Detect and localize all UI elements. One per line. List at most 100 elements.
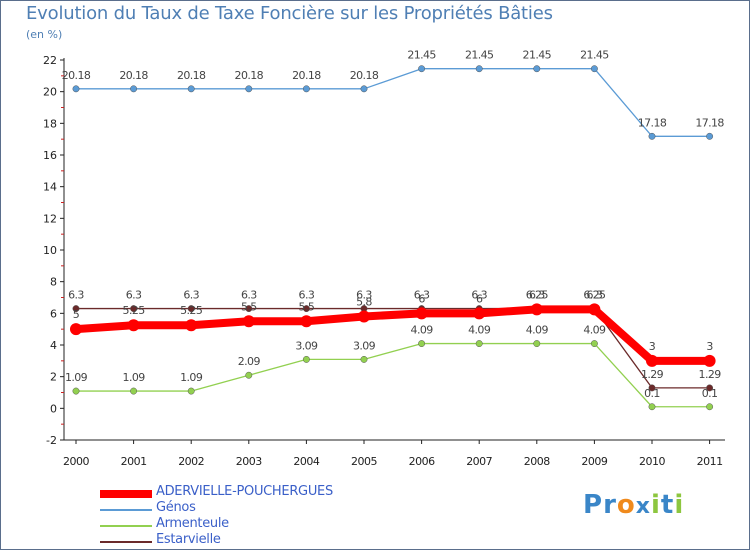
data-point xyxy=(646,354,658,367)
data-point xyxy=(648,132,656,140)
data-label: 6.3 xyxy=(299,289,315,302)
data-point xyxy=(187,387,195,395)
x-tick-label: 2011 xyxy=(697,455,723,468)
data-point xyxy=(706,384,714,392)
data-label: 5.25 xyxy=(123,304,146,317)
data-point xyxy=(245,305,253,313)
data-label: 20.18 xyxy=(292,69,321,82)
data-label: 6.3 xyxy=(241,289,257,302)
data-point xyxy=(70,323,82,336)
data-point xyxy=(648,384,656,392)
data-label: 4.09 xyxy=(411,324,434,337)
data-point xyxy=(475,65,483,73)
data-point xyxy=(72,305,80,313)
data-label: 20.18 xyxy=(350,69,379,82)
x-tick-label: 2003 xyxy=(236,455,262,468)
data-label: 6.3 xyxy=(529,289,545,302)
logo-letter: x xyxy=(635,494,651,519)
y-tick-label: 14 xyxy=(43,181,57,194)
data-label: 6.3 xyxy=(126,289,142,302)
y-tick-label: 20 xyxy=(43,86,57,99)
y-tick-label: 0 xyxy=(50,402,57,415)
x-tick-label: 2007 xyxy=(466,455,492,468)
data-point xyxy=(302,355,310,363)
logo-letter: t xyxy=(660,490,675,520)
data-label: 3.09 xyxy=(353,339,376,352)
data-label: 1.29 xyxy=(641,368,664,381)
data-point xyxy=(533,340,541,348)
data-label: 4.09 xyxy=(526,324,549,337)
data-point xyxy=(242,315,255,328)
data-label: 5.5 xyxy=(241,300,257,313)
data-point xyxy=(530,303,543,316)
data-label: 20.18 xyxy=(119,69,148,82)
data-label: 21.45 xyxy=(465,49,494,62)
data-label: 6.25 xyxy=(583,288,606,301)
y-tick-label: 2 xyxy=(50,371,57,384)
y-tick-label: 8 xyxy=(50,276,57,289)
x-tick-label: 2010 xyxy=(639,455,665,468)
data-label: 5.25 xyxy=(180,304,203,317)
data-label: 6.25 xyxy=(526,288,549,301)
data-label: 1.09 xyxy=(65,371,88,384)
data-label: 6.3 xyxy=(356,289,372,302)
y-tick-label: 16 xyxy=(43,149,57,162)
data-point xyxy=(706,403,714,411)
x-tick-label: 2006 xyxy=(409,455,435,468)
logo-letter: i xyxy=(650,490,661,520)
data-label: 3 xyxy=(649,340,656,353)
data-point xyxy=(187,305,195,313)
data-label: 21.45 xyxy=(407,49,436,62)
data-label: 5 xyxy=(73,308,80,321)
data-point xyxy=(360,85,368,93)
data-point xyxy=(130,305,138,313)
data-point xyxy=(475,340,483,348)
data-label: 3 xyxy=(706,340,713,353)
data-point xyxy=(418,340,426,348)
data-point xyxy=(245,371,253,379)
x-tick-label: 2000 xyxy=(63,455,89,468)
data-label: 17.18 xyxy=(638,116,667,129)
data-label: 20.18 xyxy=(62,69,91,82)
data-label: 20.18 xyxy=(177,69,206,82)
data-label: 21.45 xyxy=(523,49,552,62)
y-tick-label: 22 xyxy=(43,54,57,67)
data-point xyxy=(302,85,310,93)
series-line-2 xyxy=(75,342,711,408)
x-tick-label: 2005 xyxy=(351,455,377,468)
logo-letter: r xyxy=(603,490,617,520)
data-point xyxy=(302,305,310,313)
data-point xyxy=(648,403,656,411)
data-label: 1.09 xyxy=(123,371,146,384)
data-label: 0.1 xyxy=(702,387,718,400)
data-label: 6.3 xyxy=(68,289,84,302)
y-tick-label: -2 xyxy=(46,434,57,447)
data-label: 1.29 xyxy=(699,368,722,381)
proxiti-logo: Proxiti xyxy=(583,490,684,520)
data-label: 1.09 xyxy=(180,371,203,384)
data-point xyxy=(72,387,80,395)
series-line-1 xyxy=(75,68,711,137)
legend-label: Génos xyxy=(156,500,196,515)
data-label: 6.3 xyxy=(471,289,487,302)
y-tick-label: 12 xyxy=(43,212,57,225)
legend-label: Armenteule xyxy=(156,516,229,531)
legend-swatch xyxy=(100,509,152,511)
y-tick-label: 4 xyxy=(50,339,57,352)
data-label: 5.8 xyxy=(356,296,372,309)
data-point xyxy=(358,310,370,323)
data-point xyxy=(415,307,428,320)
logo-letter: o xyxy=(616,490,636,520)
data-label: 6.3 xyxy=(414,289,430,302)
data-point xyxy=(706,132,714,140)
series-line-3 xyxy=(75,307,711,389)
data-point xyxy=(130,85,138,93)
data-label: 17.18 xyxy=(695,116,724,129)
y-tick-label: 18 xyxy=(43,117,57,130)
data-label: 3.09 xyxy=(295,339,318,352)
data-point xyxy=(130,387,138,395)
y-tick-label: 10 xyxy=(43,244,57,257)
data-point xyxy=(185,319,198,332)
